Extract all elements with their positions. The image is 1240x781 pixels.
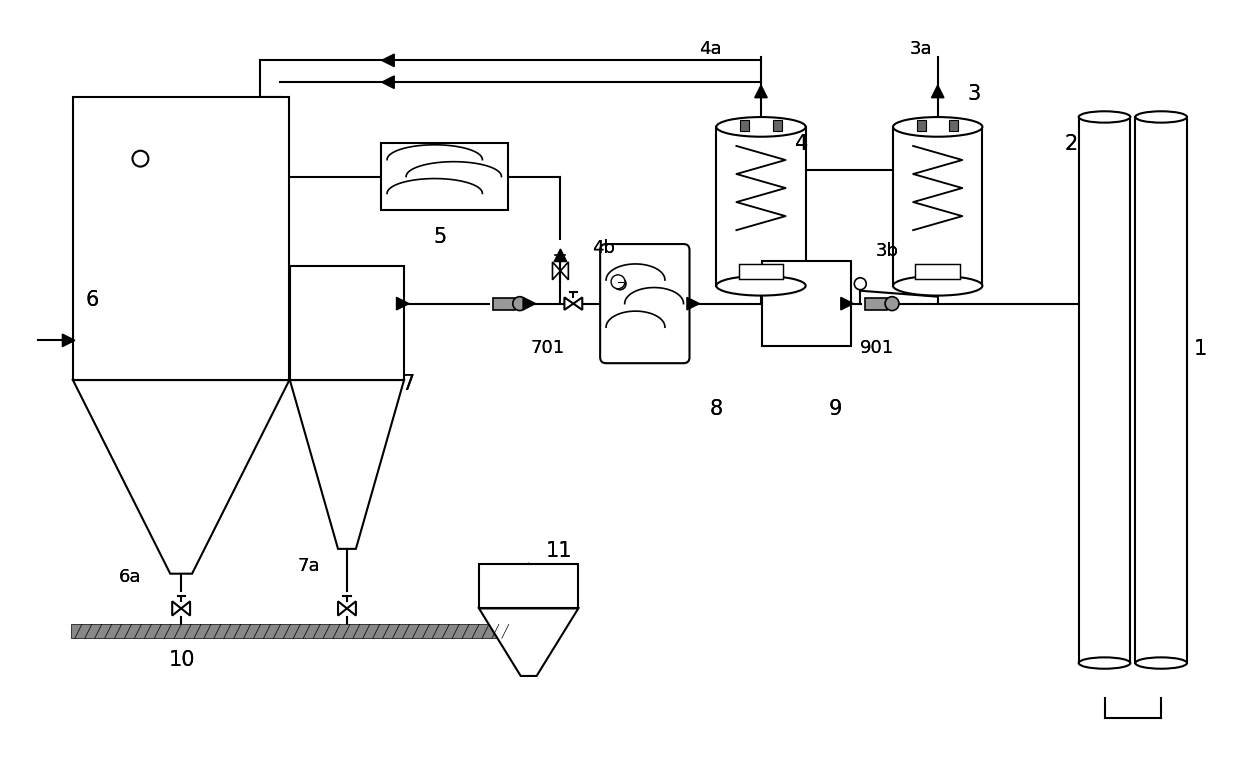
Text: 3a: 3a xyxy=(910,41,932,59)
Ellipse shape xyxy=(1136,111,1187,123)
Polygon shape xyxy=(339,601,347,615)
Polygon shape xyxy=(523,298,536,310)
Text: 8: 8 xyxy=(709,399,723,419)
Text: 11: 11 xyxy=(546,540,572,561)
Polygon shape xyxy=(841,298,853,310)
Polygon shape xyxy=(73,380,289,574)
Polygon shape xyxy=(554,249,567,262)
Text: 6a: 6a xyxy=(119,568,141,586)
Text: 5: 5 xyxy=(433,227,446,247)
Text: 3: 3 xyxy=(967,84,981,104)
Polygon shape xyxy=(347,601,356,615)
Text: 901: 901 xyxy=(861,339,894,357)
Bar xyxy=(893,127,982,286)
Text: 8: 8 xyxy=(709,399,723,419)
Bar xyxy=(740,120,749,131)
Text: 7a: 7a xyxy=(298,557,320,575)
Bar xyxy=(73,97,289,380)
Text: 3b: 3b xyxy=(877,242,899,260)
Text: 5: 5 xyxy=(433,227,446,247)
Text: 4b: 4b xyxy=(593,239,615,257)
Text: 3: 3 xyxy=(967,84,981,104)
Text: 6: 6 xyxy=(86,290,99,309)
Bar xyxy=(866,298,887,309)
Text: 7: 7 xyxy=(402,374,415,394)
Text: 701: 701 xyxy=(531,339,564,357)
Text: 3b: 3b xyxy=(877,242,899,260)
Polygon shape xyxy=(931,85,944,98)
Ellipse shape xyxy=(717,117,806,137)
Polygon shape xyxy=(479,608,578,676)
Circle shape xyxy=(133,151,149,166)
Bar xyxy=(71,624,508,638)
Bar xyxy=(494,298,515,309)
Bar xyxy=(763,262,852,346)
Bar xyxy=(915,263,960,280)
Ellipse shape xyxy=(1079,111,1131,123)
Text: 2: 2 xyxy=(1065,134,1078,154)
Bar xyxy=(1079,117,1131,663)
Polygon shape xyxy=(290,380,404,549)
Text: 7: 7 xyxy=(402,374,415,394)
Polygon shape xyxy=(687,298,699,310)
Text: 7a: 7a xyxy=(298,557,320,575)
Polygon shape xyxy=(172,601,181,615)
Text: 10: 10 xyxy=(169,650,195,670)
Text: 3a: 3a xyxy=(910,41,932,59)
Polygon shape xyxy=(62,334,74,347)
Circle shape xyxy=(614,278,626,290)
Text: 11: 11 xyxy=(546,540,572,561)
Text: 4a: 4a xyxy=(699,41,722,59)
Text: 1: 1 xyxy=(1194,339,1207,359)
Text: 10: 10 xyxy=(169,650,195,670)
Text: 4: 4 xyxy=(795,134,808,154)
Text: 4: 4 xyxy=(795,134,808,154)
Ellipse shape xyxy=(1079,658,1131,669)
Bar xyxy=(773,120,781,131)
Ellipse shape xyxy=(893,276,982,295)
Text: 2: 2 xyxy=(1065,134,1078,154)
Polygon shape xyxy=(553,262,560,280)
FancyBboxPatch shape xyxy=(600,244,689,363)
Text: 901: 901 xyxy=(861,339,894,357)
Bar xyxy=(290,266,404,380)
Text: 701: 701 xyxy=(531,339,564,357)
Circle shape xyxy=(513,297,527,311)
Polygon shape xyxy=(560,262,568,280)
Bar xyxy=(1136,117,1187,663)
Polygon shape xyxy=(573,298,583,310)
Ellipse shape xyxy=(893,117,982,137)
Circle shape xyxy=(885,297,899,311)
Bar xyxy=(950,120,959,131)
Text: 9: 9 xyxy=(828,399,842,419)
Circle shape xyxy=(854,278,867,290)
Polygon shape xyxy=(564,298,573,310)
Bar xyxy=(479,564,578,608)
Polygon shape xyxy=(397,298,409,310)
Polygon shape xyxy=(755,85,768,98)
Text: 9: 9 xyxy=(828,399,842,419)
Polygon shape xyxy=(382,54,394,66)
Text: 1: 1 xyxy=(1194,339,1207,359)
Text: 6: 6 xyxy=(86,290,99,309)
Bar xyxy=(717,127,806,286)
Bar xyxy=(739,263,784,280)
Text: 6a: 6a xyxy=(119,568,141,586)
Text: 4a: 4a xyxy=(699,41,722,59)
Bar xyxy=(381,143,508,210)
Ellipse shape xyxy=(717,276,806,295)
Polygon shape xyxy=(181,601,190,615)
Bar xyxy=(918,120,926,131)
Ellipse shape xyxy=(1136,658,1187,669)
Polygon shape xyxy=(382,76,394,88)
Text: 4b: 4b xyxy=(593,239,615,257)
Circle shape xyxy=(611,275,625,289)
